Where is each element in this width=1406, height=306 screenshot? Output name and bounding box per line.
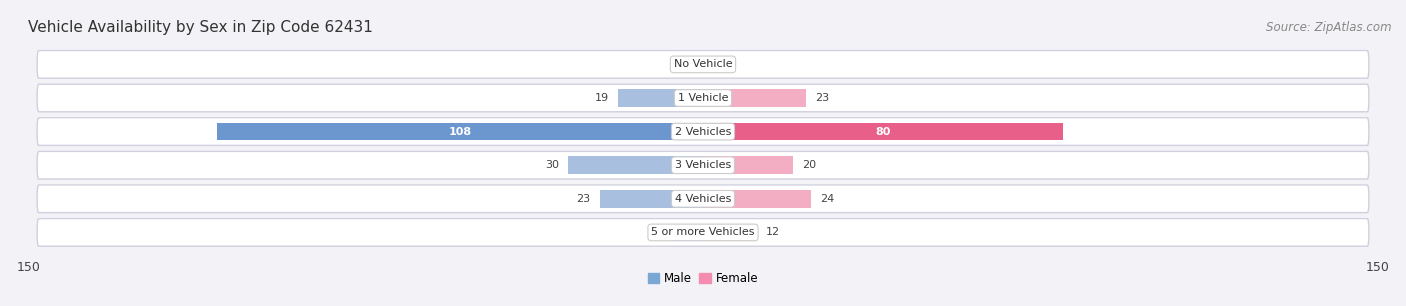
Text: 19: 19 bbox=[595, 93, 609, 103]
Text: 0: 0 bbox=[688, 59, 695, 69]
Text: 23: 23 bbox=[815, 93, 830, 103]
FancyBboxPatch shape bbox=[39, 186, 1367, 198]
Bar bbox=[568, 156, 703, 174]
Bar bbox=[703, 89, 807, 107]
Text: 20: 20 bbox=[801, 160, 815, 170]
FancyBboxPatch shape bbox=[37, 50, 1369, 78]
Text: 2 Vehicles: 2 Vehicles bbox=[675, 127, 731, 136]
Text: Vehicle Availability by Sex in Zip Code 62431: Vehicle Availability by Sex in Zip Code … bbox=[28, 20, 373, 35]
FancyBboxPatch shape bbox=[39, 152, 1367, 165]
FancyBboxPatch shape bbox=[39, 51, 1367, 64]
FancyBboxPatch shape bbox=[39, 219, 1367, 232]
Text: 3 Vehicles: 3 Vehicles bbox=[675, 160, 731, 170]
Text: 4 Vehicles: 4 Vehicles bbox=[675, 194, 731, 204]
Text: 24: 24 bbox=[820, 194, 834, 204]
Bar bbox=[703, 156, 793, 174]
FancyBboxPatch shape bbox=[39, 118, 1367, 131]
Text: 108: 108 bbox=[449, 127, 471, 136]
Text: 5 or more Vehicles: 5 or more Vehicles bbox=[651, 227, 755, 237]
Text: 30: 30 bbox=[546, 160, 560, 170]
Legend: Male, Female: Male, Female bbox=[643, 268, 763, 290]
FancyBboxPatch shape bbox=[37, 185, 1369, 213]
Text: 80: 80 bbox=[876, 127, 890, 136]
Text: 7: 7 bbox=[655, 227, 662, 237]
Bar bbox=[617, 89, 703, 107]
Bar bbox=[217, 123, 703, 140]
Bar bbox=[703, 123, 1063, 140]
Text: 23: 23 bbox=[576, 194, 591, 204]
Text: 0: 0 bbox=[711, 59, 718, 69]
Text: 1 Vehicle: 1 Vehicle bbox=[678, 93, 728, 103]
Text: 12: 12 bbox=[766, 227, 780, 237]
FancyBboxPatch shape bbox=[37, 84, 1369, 112]
Text: No Vehicle: No Vehicle bbox=[673, 59, 733, 69]
FancyBboxPatch shape bbox=[37, 118, 1369, 145]
Bar bbox=[703, 190, 811, 207]
Bar bbox=[703, 224, 756, 241]
Text: Source: ZipAtlas.com: Source: ZipAtlas.com bbox=[1267, 21, 1392, 34]
FancyBboxPatch shape bbox=[37, 151, 1369, 179]
FancyBboxPatch shape bbox=[37, 219, 1369, 246]
Bar bbox=[672, 224, 703, 241]
Bar bbox=[599, 190, 703, 207]
FancyBboxPatch shape bbox=[39, 85, 1367, 97]
